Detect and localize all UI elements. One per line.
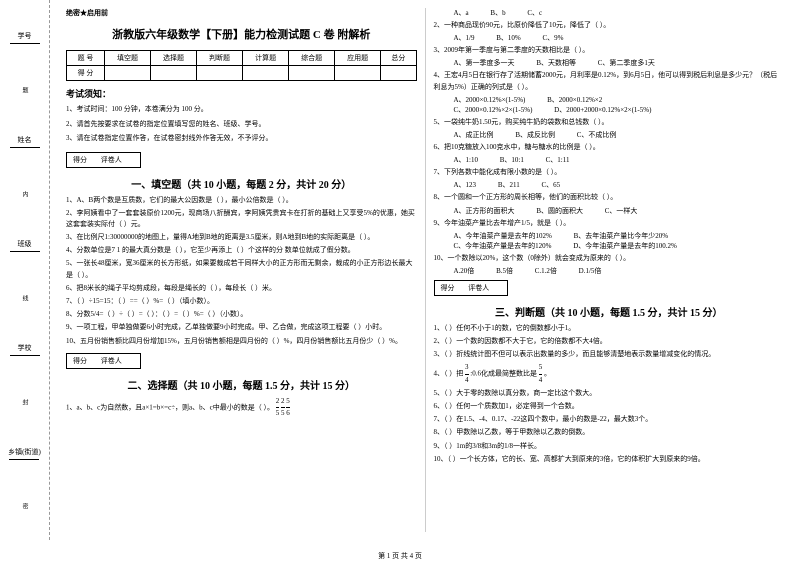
mark: 内 (20, 191, 29, 197)
exam-title: 浙教版六年级数学【下册】能力检测试题 C 卷 附解析 (66, 26, 417, 42)
options: A、2000×0.12%×(1-5%) B、2000×0.12%×2 (454, 95, 785, 105)
content-area: 绝密★启用前 浙教版六年级数学【下册】能力检测试题 C 卷 附解析 题 号 填空… (50, 0, 800, 540)
question: 7、（ ）÷15=15：（ ）==（ ）%=（ ）（填小数）。 (66, 296, 417, 307)
question: 9、（ ）1m的3/8和3m的1/8一样长。 (434, 441, 785, 452)
options: A、123 B、211 C、65 (454, 180, 785, 190)
score-table: 题 号 填空题 选择题 判断题 计算题 综合题 应用题 总分 得 分 (66, 50, 417, 81)
mark: 密 (20, 503, 29, 509)
question: 3、（ ）折线统计图不但可以表示出数量的多少，而且能够清楚地表示数量增减变化的情… (434, 349, 785, 360)
section-1-title: 一、填空题（共 10 小题，每题 2 分，共计 20 分） (66, 176, 417, 191)
question: 5、一张长48厘米，宽36厘米的长方形纸，如果要裁成若干同样大小的正方形而无剩余… (66, 258, 417, 280)
question: 1、（ ）任何不小于1的数，它的倒数都小于1。 (434, 323, 785, 334)
page-footer: 第 1 页 共 4 页 (0, 551, 800, 561)
question: 4、分数单位是7 1 的最大真分数是（ ），它至少再添上（ ）个这样的分 数单位… (66, 245, 417, 256)
options: A、1/9 B、10% C、9% (454, 33, 785, 43)
question: 1、A、B两个数是互质数，它们的最大公因数是（ ），最小公倍数是（ ）。 (66, 195, 417, 206)
options: A、1:10 B、10:1 C、1:11 (454, 155, 785, 165)
question: 10、（ ）一个长方体，它的长、宽、高都扩大到原来的3倍，它的体积扩大到原来的9… (434, 454, 785, 465)
question: 8、一个圆和一个正方形的周长相等，他们的面积比较（ ）。 (434, 192, 785, 203)
fraction: 34 (465, 362, 469, 385)
question: 3、在比例尺1:30000000的地图上，量得A地到B地的距离是3.5厘米，则A… (66, 232, 417, 243)
fraction: 25 (276, 396, 280, 419)
question: 5、（ ）大于零的数除以真分数，商一定比这个数大。 (434, 388, 785, 399)
secret-label: 绝密★启用前 (66, 8, 417, 18)
fraction: 25 (281, 396, 285, 419)
options: C、今年油菜产量是去年的120% D、今年油菜产量是去年的100.2% (454, 241, 785, 251)
notice-title: 考试须知： (66, 87, 417, 100)
question: 8、分数5/4=（ ）÷（ ）=（ ）：（ ）=（ ）%=（ ）（小数）。 (66, 309, 417, 320)
score-box: 得分 评卷人 (66, 152, 141, 168)
question: 6、（ ）任何一个质数加1，必定得到一个合数。 (434, 401, 785, 412)
table-row: 题 号 填空题 选择题 判断题 计算题 综合题 应用题 总分 (67, 51, 417, 66)
notice-item: 3、请在试卷指定位置作答，在试卷密封线外作答无效，不予评分。 (66, 133, 417, 144)
options: A、正方形的面积大 B、圆的面积大 C、一样大 (454, 206, 785, 216)
question: 6、把10克糖放入100克水中，糖与糖水的比例是（ ）。 (434, 142, 785, 153)
fraction: 54 (539, 362, 543, 385)
question: 5、一袋纯牛奶1.50元，购买纯牛奶的袋数和总钱数（ ）。 (434, 117, 785, 128)
score-box: 得分 评卷人 (434, 280, 509, 296)
notice-item: 2、请首先按要求在试卷的指定位置填写您的姓名、班级、学号。 (66, 119, 417, 130)
exam-page: 学号 题 姓名 内 班级 线 学校 封 乡镇(街道) 密 绝密★启用前 浙教版六… (0, 0, 800, 540)
question: 1、a、b、c为自然数，且a×1=b×=c÷，则a、b、c中最小的数是（ ）。 … (66, 396, 417, 419)
options: C、2000×0.12%×2×(1-5%) D、2000+2000×0.12%×… (454, 105, 785, 115)
score-box: 得分 评卷人 (66, 353, 141, 369)
section-3-title: 三、判断题（共 10 小题，每题 1.5 分，共计 15 分） (434, 304, 785, 319)
mark: 线 (20, 295, 29, 301)
question: 4、王宏4月5日在银行存了活期储蓄2000元，月利率是0.12%，到6月5日，他… (434, 70, 785, 92)
question: 9、一项工程，甲单独做要6小时完成，乙单独做要9小时完成。甲、乙合做，完成这项工… (66, 322, 417, 333)
right-column: A、a B、b C、c 2、一种商品现价90元，比原价降低了10元，降低了（ ）… (426, 8, 793, 532)
table-row: 得 分 (67, 66, 417, 81)
question: 10、五月份销售额比四月份增加15%，五月份销售额相是四月份的（ ）%，四月份销… (66, 336, 417, 347)
question: 6、把8米长的绳子平均剪成段，每段是绳长的（ ），每段长（ ）米。 (66, 283, 417, 294)
mark: 题 (20, 87, 29, 93)
mark: 封 (20, 399, 29, 405)
options: A、成正比例 B、成反比例 C、不成比例 (454, 130, 785, 140)
field-name: 姓名 (10, 135, 40, 150)
question: 7、下列各数中能化成有限小数的是（ ）。 (434, 167, 785, 178)
question: 4、（ ）把 34 :0.6化成最简整数比是 54 。 (434, 362, 785, 385)
field-class: 班级 (10, 239, 40, 254)
options: A.20倍 B.5倍 C.1.2倍 D.1/5倍 (454, 266, 785, 276)
section-2-title: 二、选择题（共 10 小题，每题 1.5 分，共计 15 分） (66, 377, 417, 392)
binding-margin: 学号 题 姓名 内 班级 线 学校 封 乡镇(街道) 密 (0, 0, 50, 540)
field-town: 乡镇(街道) (8, 447, 41, 462)
field-student-id: 学号 (10, 31, 40, 46)
question: 2、一种商品现价90元，比原价降低了10元，降低了（ ）。 (434, 20, 785, 31)
question: 3、2009年第一季度与第二季度的天数相比是（ ）。 (434, 45, 785, 56)
binding-fields: 学号 题 姓名 内 班级 线 学校 封 乡镇(街道) 密 (2, 10, 47, 530)
question: 10、一个数除以20%，这个数（0除外）就会变成为原来的（ ）。 (434, 253, 785, 264)
fraction: 56 (286, 396, 290, 419)
question: 2、（ ）一个数的因数都不大于它，它的倍数都不大4倍。 (434, 336, 785, 347)
left-column: 绝密★启用前 浙教版六年级数学【下册】能力检测试题 C 卷 附解析 题 号 填空… (58, 8, 426, 532)
question: 2、李阿姨看中了一套套装原价1200元，现商场八折酬宾，李阿姨凭贵宾卡在打折的基… (66, 208, 417, 230)
question: 9、今年油菜产量比去年增产1/5，就是（ ）。 (434, 218, 785, 229)
options: A、第一季度多一天 B、天数相等 C、第二季度多1天 (454, 58, 785, 68)
field-school: 学校 (10, 343, 40, 358)
options: A、a B、b C、c (454, 8, 785, 18)
options: A、今年油菜产量是去年的102% B、去年油菜产量比今年少20% (454, 231, 785, 241)
notice-item: 1、考试时间：100 分钟，本卷满分为 100 分。 (66, 104, 417, 115)
question: 7、（ ）在1.5、-4、0.17、-22这四个数中，最小的数是-22，最大数3… (434, 414, 785, 425)
question: 8、（ ）甲数除以乙数，等于甲数除以乙数的倒数。 (434, 427, 785, 438)
